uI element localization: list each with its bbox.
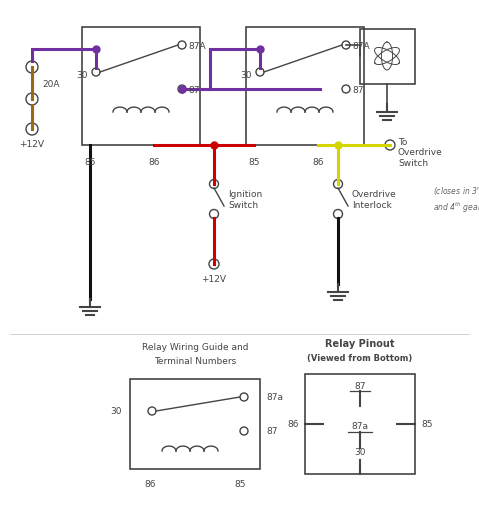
Text: 87a: 87a	[352, 422, 368, 431]
Text: 87A: 87A	[352, 41, 370, 51]
Text: +12V: +12V	[202, 274, 227, 283]
Text: 87a: 87a	[266, 393, 283, 401]
Text: 30: 30	[111, 407, 122, 416]
Text: 87: 87	[188, 85, 199, 94]
Text: Ignition
Switch: Ignition Switch	[228, 190, 262, 209]
Text: 85: 85	[248, 158, 260, 167]
Text: 30: 30	[240, 70, 252, 79]
Text: +12V: +12V	[20, 140, 45, 148]
Text: To
Overdrive
Switch: To Overdrive Switch	[398, 138, 443, 168]
Text: 86: 86	[287, 420, 299, 429]
Text: (Viewed from Bottom): (Viewed from Bottom)	[308, 354, 412, 362]
Text: 86: 86	[144, 479, 156, 488]
Text: 87: 87	[354, 382, 366, 391]
Text: 30: 30	[77, 70, 88, 79]
Text: Overdrive
Interlock: Overdrive Interlock	[352, 190, 397, 209]
Text: 86: 86	[148, 158, 160, 167]
Text: 87: 87	[266, 427, 277, 436]
Text: Terminal Numbers: Terminal Numbers	[154, 357, 236, 365]
Text: (closes in 3$^{rd}$
and 4$^{th}$ gears): (closes in 3$^{rd}$ and 4$^{th}$ gears)	[433, 185, 479, 215]
Text: 86: 86	[312, 158, 324, 167]
Text: 30: 30	[354, 447, 366, 457]
Text: Relay Pinout: Relay Pinout	[325, 338, 395, 348]
Text: 85: 85	[234, 479, 246, 488]
Text: Relay Wiring Guide and: Relay Wiring Guide and	[142, 342, 248, 351]
Text: 85: 85	[421, 420, 433, 429]
Text: 20A: 20A	[42, 79, 59, 88]
Text: 85: 85	[84, 158, 96, 167]
Text: 87A: 87A	[188, 41, 205, 51]
Text: 87: 87	[352, 85, 364, 94]
